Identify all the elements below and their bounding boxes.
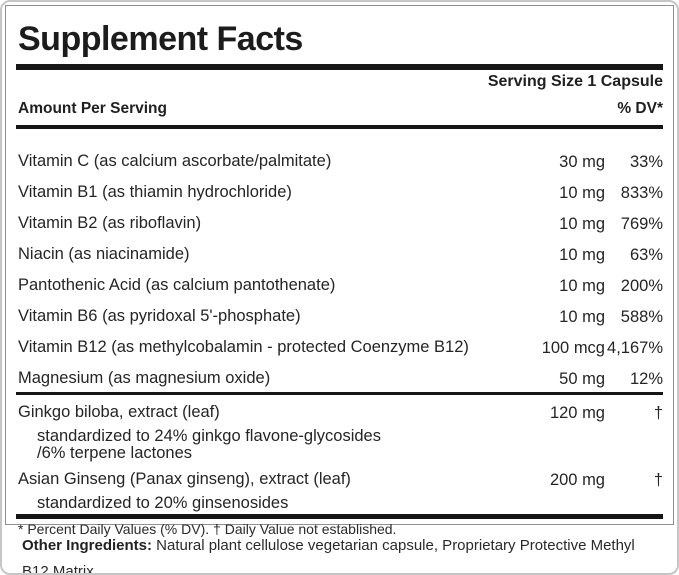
header-rule: [16, 125, 663, 129]
nutrient-name: Magnesium (as magnesium oxide): [18, 368, 271, 387]
nutrient-rows: Vitamin C (as calcium ascorbate/palmitat…: [16, 129, 663, 388]
botanical-name: Asian Ginseng (Panax ginseng), extract (…: [18, 469, 351, 488]
daily-value-footnote: * Percent Daily Values (% DV). † Daily V…: [18, 521, 397, 537]
other-ingredients-text: Natural plant cellulose vegetarian capsu…: [22, 537, 635, 575]
botanical-row-group: Asian Ginseng (Panax ginseng), extract (…: [16, 469, 663, 512]
nutrient-amount: 10 mg: [559, 184, 605, 202]
nutrient-dv: 588%: [620, 308, 663, 326]
botanical-note: standardized to 24% ginkgo flavone-glyco…: [16, 428, 663, 462]
nutrient-name: Vitamin B6 (as pyridoxal 5'-phosphate): [18, 306, 301, 325]
nutrient-dv: 769%: [620, 215, 663, 233]
botanical-note-line: standardized to 24% ginkgo flavone-glyco…: [37, 427, 381, 445]
nutrient-amount: 10 mg: [559, 215, 605, 233]
column-header-row: Amount Per Serving % DV*: [16, 100, 663, 117]
nutrient-name: Vitamin C (as calcium ascorbate/palmitat…: [18, 151, 332, 170]
nutrient-name: Pantothenic Acid (as calcium pantothenat…: [18, 275, 336, 294]
botanical-amount: 120 mg: [549, 404, 605, 422]
nutrient-row: Vitamin B6 (as pyridoxal 5'-phosphate) 1…: [16, 306, 663, 326]
nutrient-name: Vitamin B12 (as methylcobalamin - protec…: [18, 337, 469, 356]
botanical-note-line: standardized to 20% ginsenosides: [37, 494, 289, 512]
nutrient-name: Vitamin B1 (as thiamin hydrochloride): [18, 182, 292, 201]
botanical-row: Asian Ginseng (Panax ginseng), extract (…: [16, 469, 663, 489]
botanical-amount: 200 mg: [549, 471, 605, 489]
nutrient-dv: 833%: [620, 184, 663, 202]
nutrient-dv: 12%: [629, 370, 663, 388]
nutrient-name: Vitamin B2 (as riboflavin): [18, 213, 202, 232]
nutrient-row: Vitamin C (as calcium ascorbate/palmitat…: [16, 151, 663, 171]
botanical-divider-rule: [16, 392, 663, 395]
other-ingredients: Other Ingredients: Natural plant cellulo…: [22, 533, 664, 575]
nutrient-amount: 50 mg: [559, 370, 605, 388]
nutrient-row: Vitamin B12 (as methylcobalamin - protec…: [16, 337, 663, 357]
thick-rule-top: [16, 64, 663, 70]
nutrient-dv: 200%: [620, 277, 663, 295]
nutrient-amount: 10 mg: [559, 246, 605, 264]
botanical-dv: †: [653, 471, 663, 489]
botanical-dv: †: [653, 404, 663, 422]
botanical-note-line: /6% terpene lactones: [37, 444, 193, 462]
other-ingredients-label: Other Ingredients:: [22, 537, 153, 554]
nutrient-amount: 10 mg: [559, 277, 605, 295]
nutrient-amount: 10 mg: [559, 308, 605, 326]
nutrient-dv: 4,167%: [607, 339, 663, 357]
botanical-rows: Ginkgo biloba, extract (leaf) 120 mg † s…: [16, 402, 663, 512]
botanical-row-group: Ginkgo biloba, extract (leaf) 120 mg † s…: [16, 402, 663, 462]
nutrient-row: Vitamin B1 (as thiamin hydrochloride) 10…: [16, 182, 663, 202]
serving-size: Serving Size 1 Capsule: [487, 73, 663, 90]
botanical-name: Ginkgo biloba, extract (leaf): [18, 402, 220, 421]
supplement-facts-panel: Supplement Facts Serving Size 1 Capsule …: [5, 5, 674, 537]
nutrient-row: Niacin (as niacinamide) 10 mg 63%: [16, 244, 663, 264]
nutrient-dv: 63%: [629, 246, 663, 264]
nutrient-row: Vitamin B2 (as riboflavin) 10 mg 769%: [16, 213, 663, 233]
panel-title: Supplement Facts: [18, 20, 303, 58]
nutrient-name: Niacin (as niacinamide): [18, 244, 190, 263]
percent-dv-header: % DV*: [617, 100, 663, 117]
nutrient-amount: 30 mg: [559, 153, 605, 171]
nutrient-row: Magnesium (as magnesium oxide) 50 mg 12%: [16, 368, 663, 388]
botanical-note: standardized to 20% ginsenosides: [16, 495, 663, 512]
botanical-row: Ginkgo biloba, extract (leaf) 120 mg †: [16, 402, 663, 422]
amount-per-serving-header: Amount Per Serving: [18, 100, 167, 117]
footnote-rule: [16, 514, 663, 519]
nutrient-amount: 100 mcg: [541, 339, 605, 357]
nutrient-row: Pantothenic Acid (as calcium pantothenat…: [16, 275, 663, 295]
nutrient-dv: 33%: [629, 153, 663, 171]
